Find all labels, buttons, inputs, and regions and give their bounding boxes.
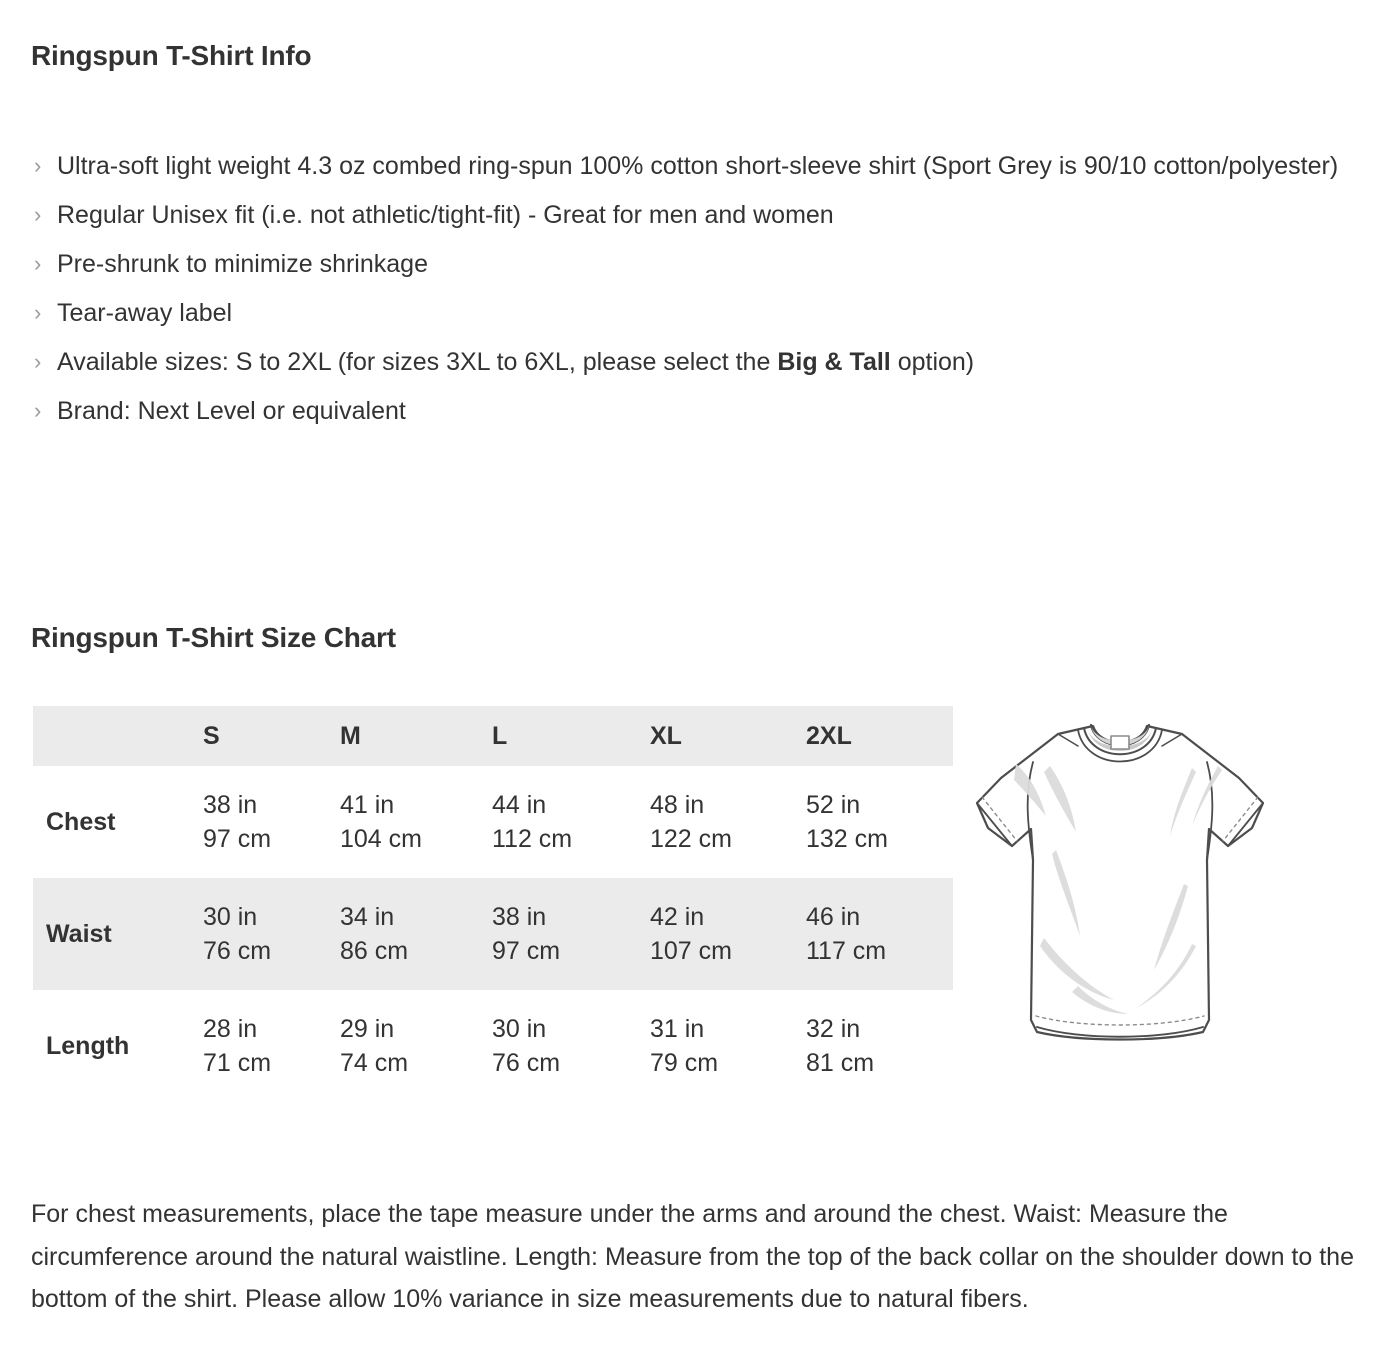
column-header-m: M <box>340 721 361 750</box>
cell-waist-2xl: 46 in 117 cm <box>806 878 953 990</box>
list-item-text-after: option) <box>890 348 975 376</box>
value-cm: 74 cm <box>340 1049 409 1077</box>
list-item: › Tear-away label <box>31 295 1361 332</box>
list-item-text: Brand: Next Level or equivalent <box>57 397 406 425</box>
chevron-right-bullet-icon: › <box>34 153 42 178</box>
info-section-heading: Ringspun T-Shirt Info <box>31 40 312 72</box>
value-inches: 46 in <box>806 902 861 931</box>
value-inches: 44 in <box>492 790 547 819</box>
column-header-l: L <box>492 721 508 750</box>
column-header-s: S <box>203 721 220 750</box>
value-inches: 42 in <box>650 902 705 931</box>
value-inches: 52 in <box>806 790 861 819</box>
value-inches: 32 in <box>806 1014 861 1043</box>
cell-chest-2xl: 52 in 132 cm <box>806 766 953 878</box>
value-inches: 38 in <box>492 902 547 931</box>
table-row: Length 28 in 71 cm 29 in 74 cm 30 in 76 … <box>33 990 953 1102</box>
value-inches: 28 in <box>203 1014 258 1043</box>
list-item-text: Ultra-soft light weight 4.3 oz combed ri… <box>57 152 1339 180</box>
cell-length-l: 30 in 76 cm <box>492 990 650 1102</box>
value-cm: 76 cm <box>203 937 272 965</box>
value-inches: 34 in <box>340 902 395 931</box>
tshirt-illustration <box>960 700 1280 1072</box>
size-chart-table: S M L XL 2XL Chest 38 in 97 cm 41 in 104… <box>33 706 953 1102</box>
value-inches: 38 in <box>203 790 258 819</box>
cell-chest-m: 41 in 104 cm <box>340 766 492 878</box>
value-inches: 31 in <box>650 1014 705 1043</box>
value-cm: 86 cm <box>340 937 409 965</box>
value-cm: 81 cm <box>806 1049 875 1077</box>
list-item: › Brand: Next Level or equivalent <box>31 393 1361 430</box>
row-label-chest: Chest <box>46 807 116 836</box>
size-chart-table-body: Chest 38 in 97 cm 41 in 104 cm 44 in 112… <box>33 766 953 1102</box>
cell-waist-l: 38 in 97 cm <box>492 878 650 990</box>
row-label-waist: Waist <box>46 919 112 948</box>
value-inches: 41 in <box>340 790 395 819</box>
chevron-right-bullet-icon: › <box>34 300 42 325</box>
cell-chest-xl: 48 in 122 cm <box>650 766 806 878</box>
value-cm: 104 cm <box>340 825 422 853</box>
column-header-2xl: 2XL <box>806 721 852 750</box>
size-chart-heading: Ringspun T-Shirt Size Chart <box>31 622 396 654</box>
list-item-text: Tear-away label <box>57 299 233 327</box>
column-header-blank <box>33 706 203 766</box>
column-header-xl: XL <box>650 721 682 750</box>
row-label-length: Length <box>46 1031 130 1060</box>
cell-length-xl: 31 in 79 cm <box>650 990 806 1102</box>
chevron-right-bullet-icon: › <box>34 251 42 276</box>
value-cm: 132 cm <box>806 825 888 853</box>
list-item: › Available sizes: S to 2XL (for sizes 3… <box>31 344 1361 381</box>
cell-waist-xl: 42 in 107 cm <box>650 878 806 990</box>
list-item-text-before: Available sizes: S to 2XL (for sizes 3XL… <box>57 348 778 376</box>
cell-length-m: 29 in 74 cm <box>340 990 492 1102</box>
value-inches: 30 in <box>203 902 258 931</box>
list-item: › Regular Unisex fit (i.e. not athletic/… <box>31 197 1361 234</box>
big-and-tall-emphasis: Big & Tall <box>777 348 891 376</box>
chevron-right-bullet-icon: › <box>34 398 42 423</box>
list-item: › Pre-shrunk to minimize shrinkage <box>31 246 1361 283</box>
size-chart-table-head: S M L XL 2XL <box>33 706 953 766</box>
value-cm: 71 cm <box>203 1049 272 1077</box>
list-item-text: Regular Unisex fit (i.e. not athletic/ti… <box>57 201 834 229</box>
cell-chest-l: 44 in 112 cm <box>492 766 650 878</box>
value-inches: 30 in <box>492 1014 547 1043</box>
cell-length-s: 28 in 71 cm <box>203 990 340 1102</box>
product-feature-list: › Ultra-soft light weight 4.3 oz combed … <box>31 148 1361 442</box>
list-item-text: Pre-shrunk to minimize shrinkage <box>57 250 428 278</box>
value-inches: 48 in <box>650 790 705 819</box>
value-cm: 112 cm <box>492 825 573 853</box>
table-header-row: S M L XL 2XL <box>33 706 953 766</box>
cell-length-2xl: 32 in 81 cm <box>806 990 953 1102</box>
chevron-right-bullet-icon: › <box>34 202 42 227</box>
measurement-instructions: For chest measurements, place the tape m… <box>31 1200 1354 1313</box>
value-cm: 122 cm <box>650 825 732 853</box>
value-cm: 107 cm <box>650 937 732 965</box>
value-inches: 29 in <box>340 1014 395 1043</box>
cell-chest-s: 38 in 97 cm <box>203 766 340 878</box>
value-cm: 79 cm <box>650 1049 719 1077</box>
chevron-right-bullet-icon: › <box>34 349 42 374</box>
table-row: Waist 30 in 76 cm 34 in 86 cm 38 in 97 c… <box>33 878 953 990</box>
cell-waist-m: 34 in 86 cm <box>340 878 492 990</box>
value-cm: 97 cm <box>492 937 561 965</box>
list-item: › Ultra-soft light weight 4.3 oz combed … <box>31 148 1361 185</box>
value-cm: 117 cm <box>806 937 887 965</box>
value-cm: 76 cm <box>492 1049 561 1077</box>
cell-waist-s: 30 in 76 cm <box>203 878 340 990</box>
table-row: Chest 38 in 97 cm 41 in 104 cm 44 in 112… <box>33 766 953 878</box>
value-cm: 97 cm <box>203 825 272 853</box>
